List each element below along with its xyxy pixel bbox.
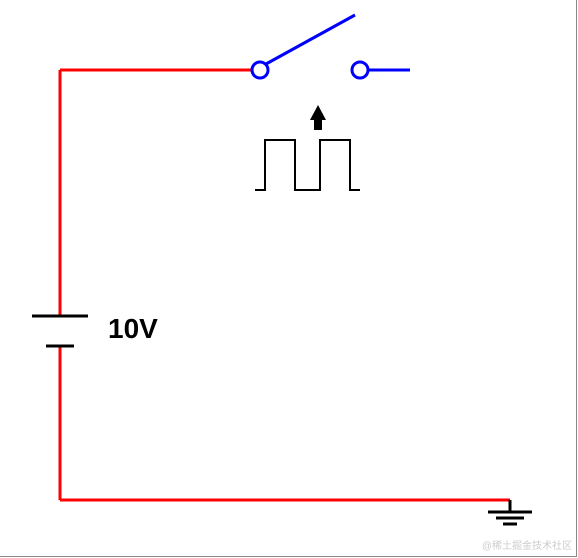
- watermark-text: @稀土掘金技术社区: [482, 537, 572, 552]
- battery-symbol: [32, 316, 88, 346]
- ground-symbol: [488, 500, 532, 524]
- arrow-up-icon: [310, 105, 326, 130]
- switch-terminal-left: [252, 62, 268, 78]
- circuit-diagram: [0, 0, 578, 558]
- pulse-line: [255, 140, 360, 190]
- switch-terminal-right: [352, 62, 368, 78]
- pulse-waveform: [255, 105, 360, 190]
- switch-symbol: [252, 15, 410, 78]
- battery-voltage-label: 10V: [108, 313, 158, 345]
- switch-arm: [266, 15, 355, 64]
- wire-red-group: [60, 70, 510, 500]
